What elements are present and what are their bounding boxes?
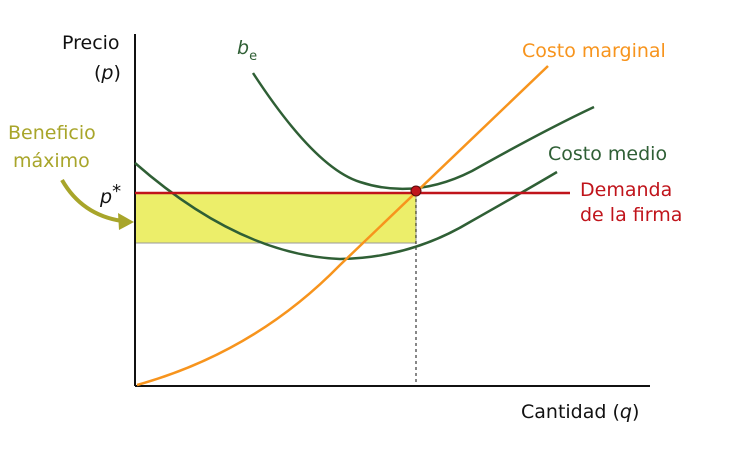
y-axis-symbol: (p) [94,62,121,84]
average-cost-label: Costo medio [548,143,667,165]
marginal-cost-label: Costo marginal [522,40,666,62]
demand-label-line2: de la firma [580,204,682,226]
demand-label-line1: Demanda [580,179,672,201]
be-curve-label: be [237,37,257,64]
profit-pointer-arrow [60,179,123,223]
price-star-label: p* [99,181,121,208]
be-curve [251,72,595,191]
y-axis-label: Precio [62,32,120,54]
x-axis-label: Cantidad (q) [521,401,639,423]
max-profit-area [134,192,417,244]
equilibrium-point [410,185,422,197]
marginal-cost-curve [136,65,549,387]
profit-label-line2: máximo [13,150,90,172]
profit-label-line1: Beneficio [8,122,96,144]
average-cost-curve [134,162,558,261]
profit-pointer-arrowhead [118,213,134,230]
